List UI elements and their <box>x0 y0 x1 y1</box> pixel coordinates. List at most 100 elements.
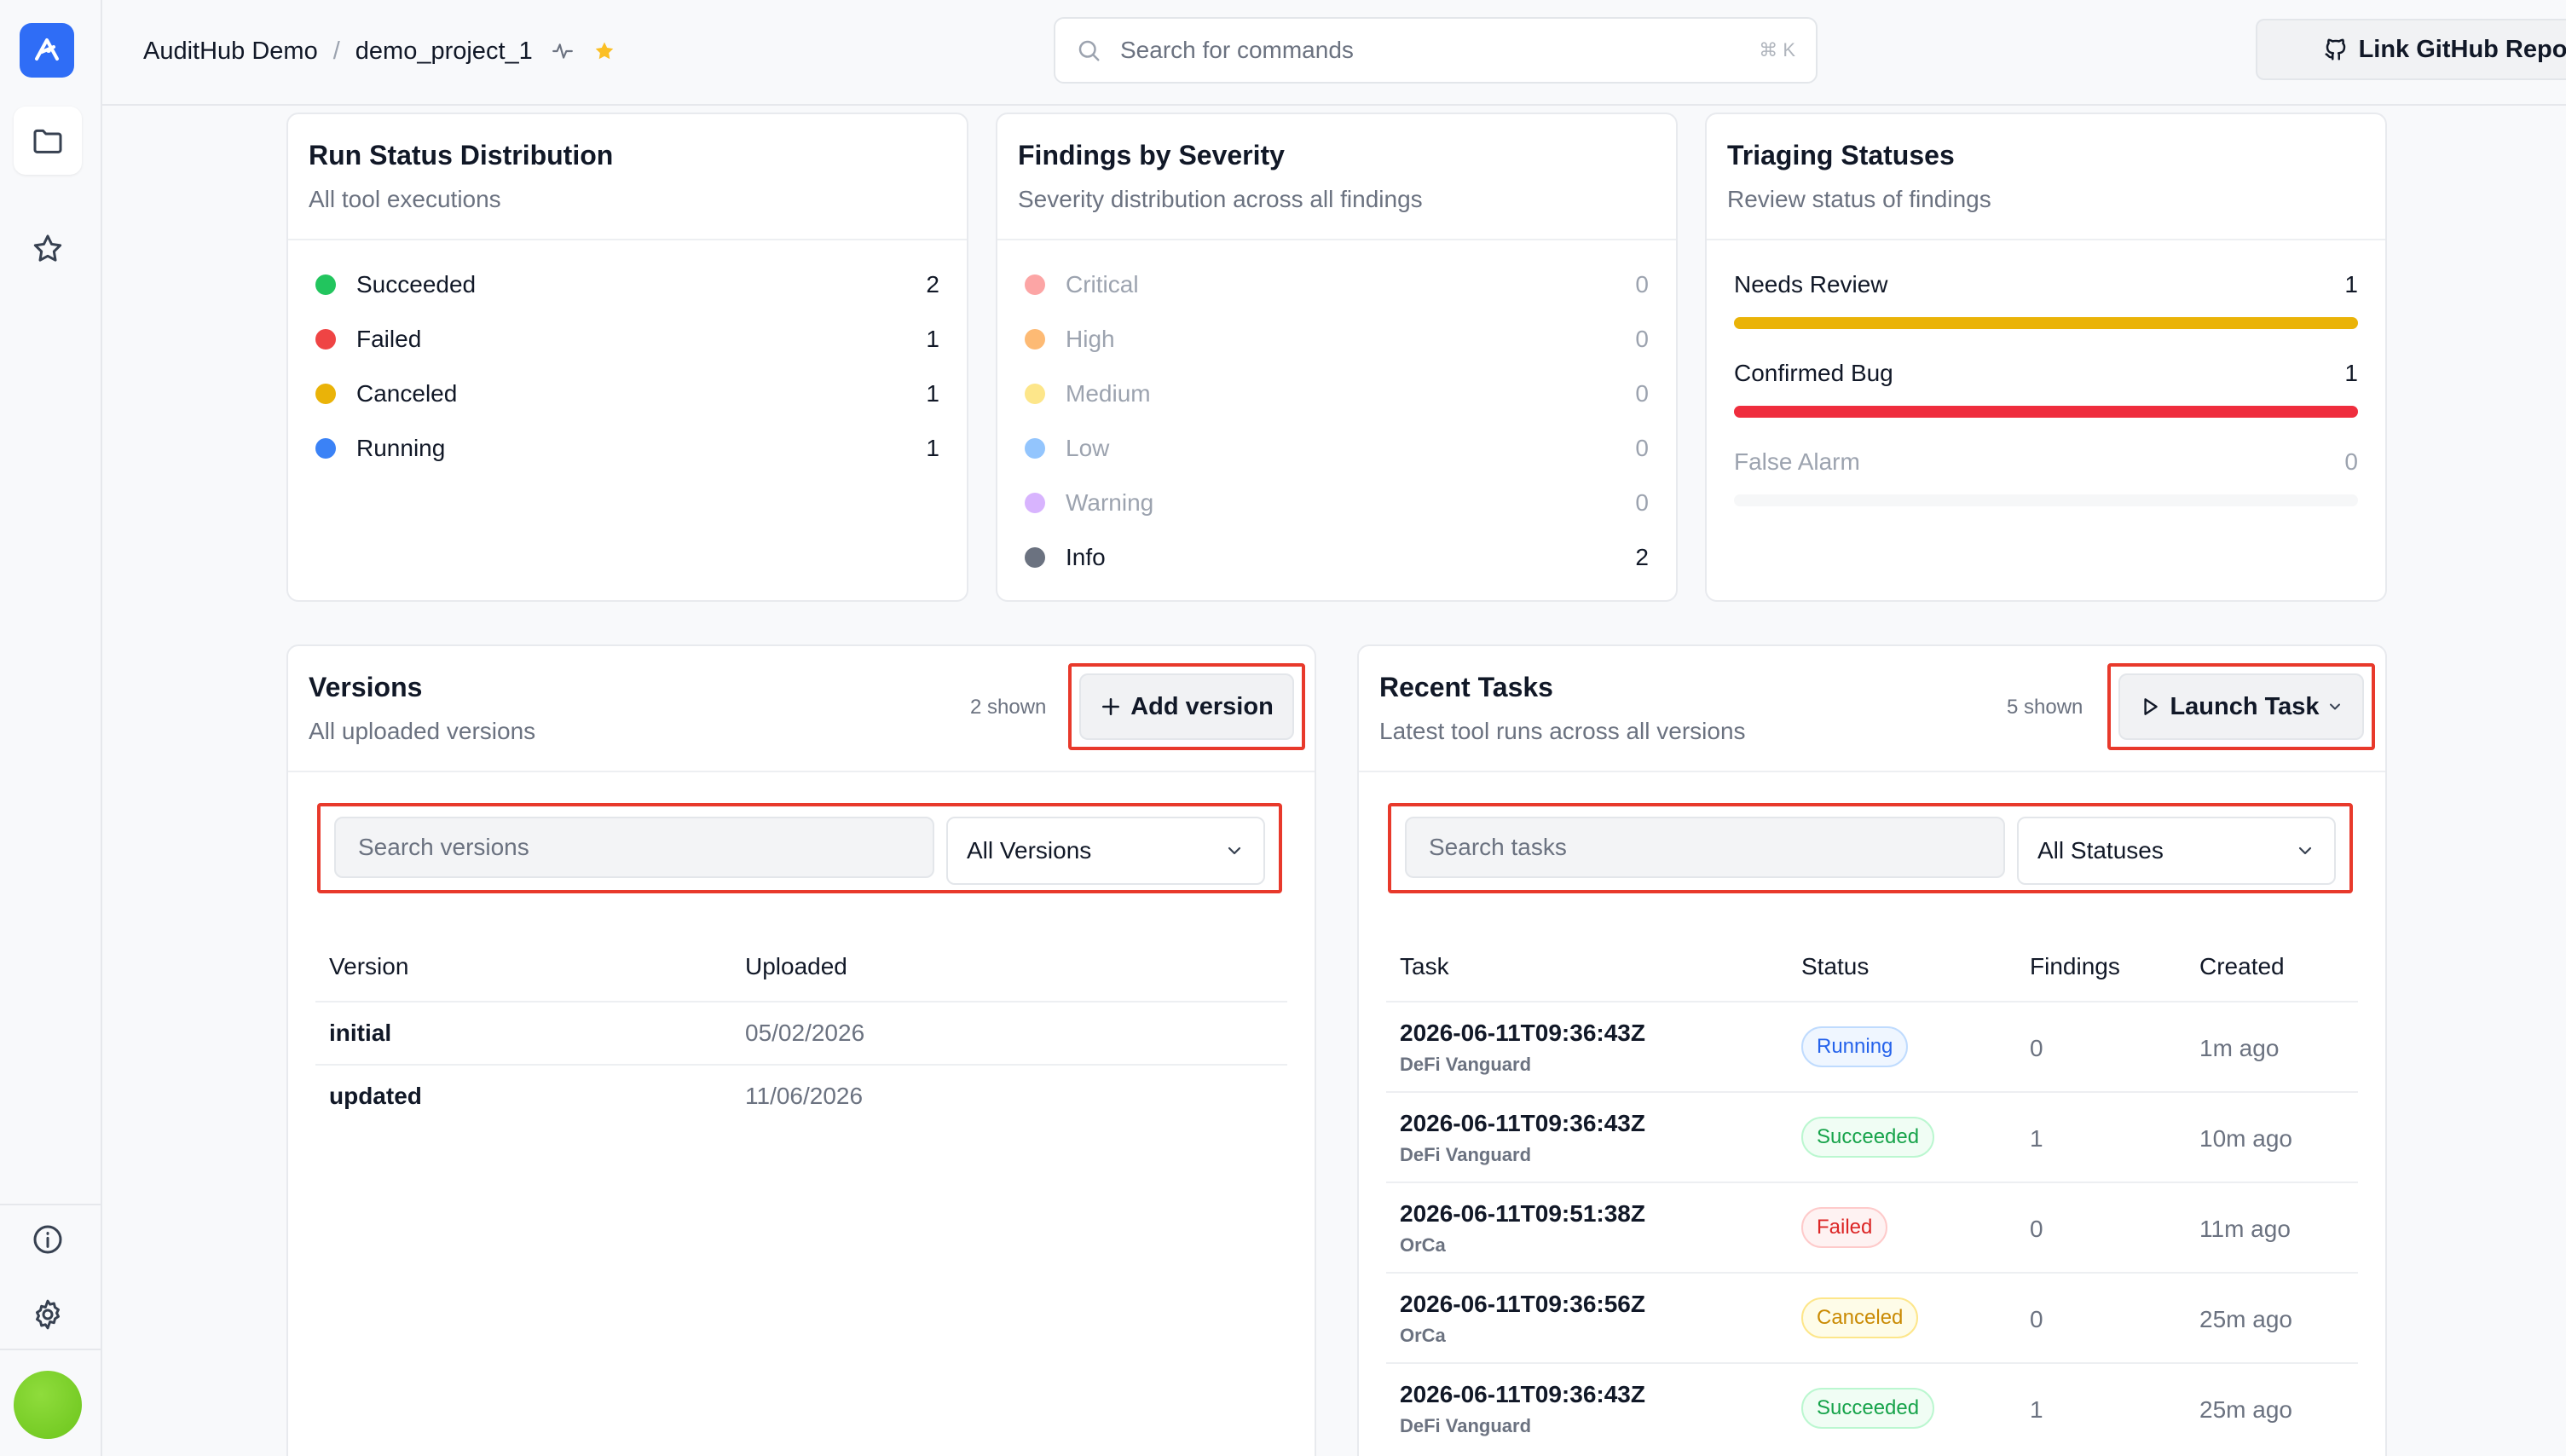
card-header: Run Status Distribution All tool executi… <box>288 114 967 240</box>
card-subtitle: Latest tool runs across all versions <box>1379 718 1746 744</box>
run-status-card: Run Status Distribution All tool executi… <box>286 113 968 602</box>
status-filter-select[interactable]: All Statuses <box>2017 817 2336 885</box>
confirmed-bug-bar-fill <box>1734 406 2358 418</box>
task-created: 11m ago <box>2199 1216 2291 1242</box>
search-versions-input[interactable]: Search versions <box>334 817 934 878</box>
status-row-running: Running 1 <box>315 431 939 465</box>
status-row-canceled: Canceled 1 <box>315 377 939 411</box>
plus-icon <box>1102 698 1120 715</box>
card-subtitle: Severity distribution across all finding… <box>1018 186 1423 212</box>
breadcrumb-project[interactable]: demo_project_1 <box>355 37 533 65</box>
status-count: 2 <box>926 271 939 298</box>
highlight-launch-task <box>2107 663 2375 750</box>
status-badge: Canceled <box>1801 1297 1919 1338</box>
severity-row-critical: Critical 0 <box>1025 268 1649 302</box>
task-timestamp[interactable]: 2026-06-11T09:51:38Z <box>1400 1200 1645 1227</box>
app-logo[interactable] <box>20 23 74 78</box>
sidebar-info-button[interactable] <box>14 1205 82 1274</box>
command-search[interactable]: Search for commands ⌘ K <box>1054 17 1818 84</box>
task-findings: 0 <box>2030 1035 2043 1061</box>
version-name[interactable]: initial <box>329 1020 392 1046</box>
critical-dot-icon <box>1025 274 1045 295</box>
card-header: Recent Tasks Latest tool runs across all… <box>1359 646 2385 772</box>
breadcrumb: AuditHub Demo / demo_project_1 <box>143 34 616 68</box>
status-filter-value: All Statuses <box>2037 837 2164 864</box>
search-icon <box>1078 40 1100 61</box>
add-version-button[interactable]: Add version <box>1079 673 1294 740</box>
status-label: Canceled <box>356 380 458 407</box>
triage-row-needs-review: Needs Review 1 <box>1734 268 2358 302</box>
status-label: Failed <box>356 326 422 352</box>
card-title: Findings by Severity <box>1018 140 1285 170</box>
triage-row-confirmed-bug: Confirmed Bug 1 <box>1734 356 2358 390</box>
gear-icon <box>36 1299 60 1330</box>
task-timestamp[interactable]: 2026-06-11T09:36:43Z <box>1400 1110 1645 1136</box>
severity-label: Warning <box>1066 489 1154 516</box>
search-tasks-input[interactable]: Search tasks <box>1405 817 2005 878</box>
sidebar-divider <box>0 1349 102 1350</box>
triage-label: False Alarm <box>1734 448 1860 475</box>
task-timestamp[interactable]: 2026-06-11T09:36:56Z <box>1400 1291 1645 1317</box>
card-header: Triaging Statuses Review status of findi… <box>1707 114 2385 240</box>
table-divider <box>315 1001 1287 1002</box>
version-name[interactable]: updated <box>329 1083 422 1109</box>
sidebar-projects-button[interactable] <box>14 107 82 175</box>
task-timestamp[interactable]: 2026-06-11T09:36:43Z <box>1400 1381 1645 1407</box>
status-label: Succeeded <box>356 271 477 298</box>
version-uploaded: 11/06/2026 <box>745 1083 864 1109</box>
card-title: Run Status Distribution <box>309 140 614 170</box>
info-dot-icon <box>1025 547 1045 568</box>
task-findings: 0 <box>2030 1306 2043 1332</box>
severity-label: Info <box>1066 544 1106 570</box>
favorite-star-icon[interactable] <box>592 39 616 63</box>
task-findings: 0 <box>2030 1216 2043 1242</box>
status-count: 1 <box>926 326 939 352</box>
add-version-label: Add version <box>1130 692 1274 720</box>
triage-count: 0 <box>2344 448 2358 475</box>
severity-count: 2 <box>1635 544 1649 570</box>
severity-count: 0 <box>1635 435 1649 461</box>
version-filter-select[interactable]: All Versions <box>946 817 1265 885</box>
breadcrumb-org[interactable]: AuditHub Demo <box>143 37 318 65</box>
highlight-version-filters <box>317 803 1282 893</box>
column-header-findings[interactable]: Findings <box>2030 953 2120 979</box>
triaging-card: Triaging Statuses Review status of findi… <box>1705 113 2387 602</box>
activity-icon[interactable] <box>552 40 574 62</box>
severity-row-high: High 0 <box>1025 322 1649 356</box>
github-icon <box>2325 38 2345 61</box>
logo-icon <box>35 38 59 61</box>
task-tool: OrCa <box>1400 1325 1446 1346</box>
version-filter-value: All Versions <box>967 837 1092 864</box>
status-badge: Succeeded <box>1801 1117 1935 1158</box>
link-github-repo-label: Link GitHub Repo <box>2358 35 2566 63</box>
table-divider <box>1386 1362 2358 1364</box>
table-divider <box>1386 1091 2358 1093</box>
task-created: 10m ago <box>2199 1125 2292 1152</box>
column-header-created[interactable]: Created <box>2199 953 2285 979</box>
task-created: 25m ago <box>2199 1396 2292 1423</box>
canceled-dot-icon <box>315 384 336 404</box>
card-title: Recent Tasks <box>1379 672 1553 702</box>
chevron-down-icon <box>2298 846 2312 855</box>
severity-count: 0 <box>1635 271 1649 298</box>
table-divider <box>1386 1182 2358 1183</box>
task-timestamp[interactable]: 2026-06-11T09:36:43Z <box>1400 1020 1645 1046</box>
column-header-uploaded[interactable]: Uploaded <box>745 953 847 979</box>
launch-task-button[interactable]: Launch Task <box>2118 673 2364 740</box>
sidebar-settings-button[interactable] <box>14 1280 82 1349</box>
card-title: Triaging Statuses <box>1727 140 1955 170</box>
column-header-status[interactable]: Status <box>1801 953 1870 979</box>
sidebar-favorites-button[interactable] <box>14 215 82 283</box>
severity-row-low: Low 0 <box>1025 431 1649 465</box>
user-avatar[interactable] <box>14 1371 82 1439</box>
task-created: 25m ago <box>2199 1306 2292 1332</box>
launch-task-label: Launch Task <box>2170 692 2320 720</box>
status-count: 1 <box>926 435 939 461</box>
column-header-task[interactable]: Task <box>1400 953 1449 979</box>
medium-dot-icon <box>1025 384 1045 404</box>
column-header-version[interactable]: Version <box>329 953 409 979</box>
link-github-repo-button[interactable]: Link GitHub Repo <box>2256 19 2566 80</box>
severity-row-medium: Medium 0 <box>1025 377 1649 411</box>
false-alarm-bar <box>1734 494 2358 506</box>
task-findings: 1 <box>2030 1125 2043 1152</box>
